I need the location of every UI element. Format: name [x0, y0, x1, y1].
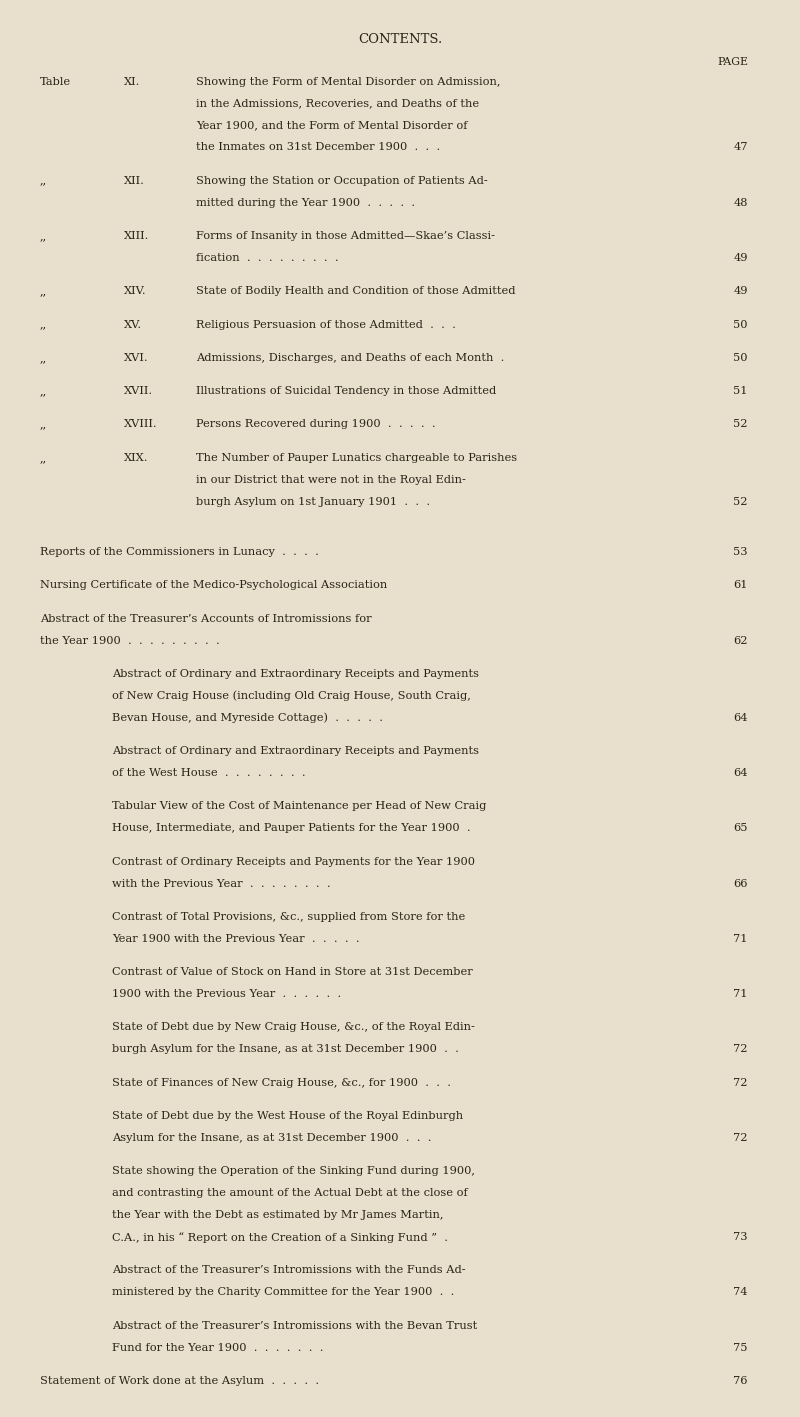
Text: 49: 49	[734, 254, 748, 264]
Text: Nursing Certificate of the Medico-Psychological Association: Nursing Certificate of the Medico-Psycho…	[40, 581, 387, 591]
Text: ,,: ,,	[40, 231, 47, 241]
Text: burgh Asylum for the Insane, as at 31st December 1900  .  .: burgh Asylum for the Insane, as at 31st …	[112, 1044, 459, 1054]
Text: ,,: ,,	[40, 419, 47, 429]
Text: House, Intermediate, and Pauper Patients for the Year 1900  .: House, Intermediate, and Pauper Patients…	[112, 823, 470, 833]
Text: ,,: ,,	[40, 353, 47, 363]
Text: ,,: ,,	[40, 387, 47, 397]
Text: Contrast of Total Provisions, &c., supplied from Store for the: Contrast of Total Provisions, &c., suppl…	[112, 913, 466, 922]
Text: XVIII.: XVIII.	[124, 419, 158, 429]
Text: 71: 71	[734, 989, 748, 999]
Text: XIII.: XIII.	[124, 231, 150, 241]
Text: Abstract of Ordinary and Extraordinary Receipts and Payments: Abstract of Ordinary and Extraordinary R…	[112, 745, 479, 757]
Text: XIX.: XIX.	[124, 453, 149, 463]
Text: 51: 51	[734, 387, 748, 397]
Text: 1900 with the Previous Year  .  .  .  .  .  .: 1900 with the Previous Year . . . . . .	[112, 989, 342, 999]
Text: 62: 62	[734, 635, 748, 646]
Text: the Year with the Debt as estimated by Mr James Martin,: the Year with the Debt as estimated by M…	[112, 1210, 443, 1220]
Text: 50: 50	[734, 353, 748, 363]
Text: Abstract of Ordinary and Extraordinary Receipts and Payments: Abstract of Ordinary and Extraordinary R…	[112, 669, 479, 679]
Text: 50: 50	[734, 320, 748, 330]
Text: Tabular View of the Cost of Maintenance per Head of New Craig: Tabular View of the Cost of Maintenance …	[112, 802, 486, 812]
Text: XI.: XI.	[124, 77, 140, 86]
Text: the Year 1900  .  .  .  .  .  .  .  .  .: the Year 1900 . . . . . . . . .	[40, 635, 220, 646]
Text: 48: 48	[734, 198, 748, 208]
Text: in the Admissions, Recoveries, and Deaths of the: in the Admissions, Recoveries, and Death…	[196, 99, 479, 109]
Text: 73: 73	[734, 1233, 748, 1243]
Text: 65: 65	[734, 823, 748, 833]
Text: 72: 72	[734, 1134, 748, 1144]
Text: Showing the Form of Mental Disorder on Admission,: Showing the Form of Mental Disorder on A…	[196, 77, 501, 86]
Text: Fund for the Year 1900  .  .  .  .  .  .  .: Fund for the Year 1900 . . . . . . .	[112, 1343, 323, 1353]
Text: Illustrations of Suicidal Tendency in those Admitted: Illustrations of Suicidal Tendency in th…	[196, 387, 496, 397]
Text: and contrasting the amount of the Actual Debt at the close of: and contrasting the amount of the Actual…	[112, 1189, 468, 1199]
Text: Year 1900, and the Form of Mental Disorder of: Year 1900, and the Form of Mental Disord…	[196, 120, 467, 130]
Text: Asylum for the Insane, as at 31st December 1900  .  .  .: Asylum for the Insane, as at 31st Decemb…	[112, 1134, 431, 1144]
Text: 66: 66	[734, 879, 748, 888]
Text: Year 1900 with the Previous Year  .  .  .  .  .: Year 1900 with the Previous Year . . . .…	[112, 934, 360, 944]
Text: 52: 52	[734, 497, 748, 507]
Text: Abstract of the Treasurer’s Accounts of Intromissions for: Abstract of the Treasurer’s Accounts of …	[40, 614, 372, 623]
Text: 52: 52	[734, 419, 748, 429]
Text: XVI.: XVI.	[124, 353, 149, 363]
Text: 61: 61	[734, 581, 748, 591]
Text: C.A., in his “ Report on the Creation of a Sinking Fund ”  .: C.A., in his “ Report on the Creation of…	[112, 1233, 448, 1243]
Text: 47: 47	[734, 143, 748, 153]
Text: 53: 53	[734, 547, 748, 557]
Text: 76: 76	[734, 1376, 748, 1386]
Text: XIV.: XIV.	[124, 286, 146, 296]
Text: Showing the Station or Occupation of Patients Ad-: Showing the Station or Occupation of Pat…	[196, 176, 488, 186]
Text: Table: Table	[40, 77, 71, 86]
Text: State showing the Operation of the Sinking Fund during 1900,: State showing the Operation of the Sinki…	[112, 1166, 475, 1176]
Text: Persons Recovered during 1900  .  .  .  .  .: Persons Recovered during 1900 . . . . .	[196, 419, 436, 429]
Text: ,,: ,,	[40, 286, 47, 296]
Text: XVII.: XVII.	[124, 387, 153, 397]
Text: Abstract of the Treasurer’s Intromissions with the Funds Ad-: Abstract of the Treasurer’s Intromission…	[112, 1265, 466, 1275]
Text: Contrast of Ordinary Receipts and Payments for the Year 1900: Contrast of Ordinary Receipts and Paymen…	[112, 856, 475, 867]
Text: The Number of Pauper Lunatics chargeable to Parishes: The Number of Pauper Lunatics chargeable…	[196, 453, 517, 463]
Text: of New Craig House (including Old Craig House, South Craig,: of New Craig House (including Old Craig …	[112, 690, 471, 701]
Text: 49: 49	[734, 286, 748, 296]
Text: XII.: XII.	[124, 176, 145, 186]
Text: State of Debt due by New Craig House, &c., of the Royal Edin-: State of Debt due by New Craig House, &c…	[112, 1023, 475, 1033]
Text: Contrast of Value of Stock on Hand in Store at 31st December: Contrast of Value of Stock on Hand in St…	[112, 968, 473, 978]
Text: Bevan House, and Myreside Cottage)  .  .  .  .  .: Bevan House, and Myreside Cottage) . . .…	[112, 713, 383, 723]
Text: State of Finances of New Craig House, &c., for 1900  .  .  .: State of Finances of New Craig House, &c…	[112, 1078, 451, 1088]
Text: 71: 71	[734, 934, 748, 944]
Text: in our District that were not in the Royal Edin-: in our District that were not in the Roy…	[196, 475, 466, 485]
Text: 72: 72	[734, 1044, 748, 1054]
Text: 64: 64	[734, 713, 748, 723]
Text: of the West House  .  .  .  .  .  .  .  .: of the West House . . . . . . . .	[112, 768, 306, 778]
Text: 74: 74	[734, 1288, 748, 1298]
Text: fication  .  .  .  .  .  .  .  .  .: fication . . . . . . . . .	[196, 254, 338, 264]
Text: ,,: ,,	[40, 453, 47, 463]
Text: ministered by the Charity Committee for the Year 1900  .  .: ministered by the Charity Committee for …	[112, 1288, 454, 1298]
Text: CONTENTS.: CONTENTS.	[358, 33, 442, 45]
Text: Abstract of the Treasurer’s Intromissions with the Bevan Trust: Abstract of the Treasurer’s Intromission…	[112, 1321, 478, 1331]
Text: ,,: ,,	[40, 176, 47, 186]
Text: burgh Asylum on 1st January 1901  .  .  .: burgh Asylum on 1st January 1901 . . .	[196, 497, 430, 507]
Text: mitted during the Year 1900  .  .  .  .  .: mitted during the Year 1900 . . . . .	[196, 198, 415, 208]
Text: Religious Persuasion of those Admitted  .  .  .: Religious Persuasion of those Admitted .…	[196, 320, 456, 330]
Text: State of Debt due by the West House of the Royal Edinburgh: State of Debt due by the West House of t…	[112, 1111, 463, 1121]
Text: Reports of the Commissioners in Lunacy  .  .  .  .: Reports of the Commissioners in Lunacy .…	[40, 547, 319, 557]
Text: Forms of Insanity in those Admitted—Skae’s Classi-: Forms of Insanity in those Admitted—Skae…	[196, 231, 495, 241]
Text: 72: 72	[734, 1078, 748, 1088]
Text: State of Bodily Health and Condition of those Admitted: State of Bodily Health and Condition of …	[196, 286, 515, 296]
Text: with the Previous Year  .  .  .  .  .  .  .  .: with the Previous Year . . . . . . . .	[112, 879, 330, 888]
Text: XV.: XV.	[124, 320, 142, 330]
Text: ,,: ,,	[40, 320, 47, 330]
Text: Statement of Work done at the Asylum  .  .  .  .  .: Statement of Work done at the Asylum . .…	[40, 1376, 319, 1386]
Text: Admissions, Discharges, and Deaths of each Month  .: Admissions, Discharges, and Deaths of ea…	[196, 353, 504, 363]
Text: PAGE: PAGE	[717, 57, 748, 67]
Text: the Inmates on 31st December 1900  .  .  .: the Inmates on 31st December 1900 . . .	[196, 143, 440, 153]
Text: 64: 64	[734, 768, 748, 778]
Text: 75: 75	[734, 1343, 748, 1353]
